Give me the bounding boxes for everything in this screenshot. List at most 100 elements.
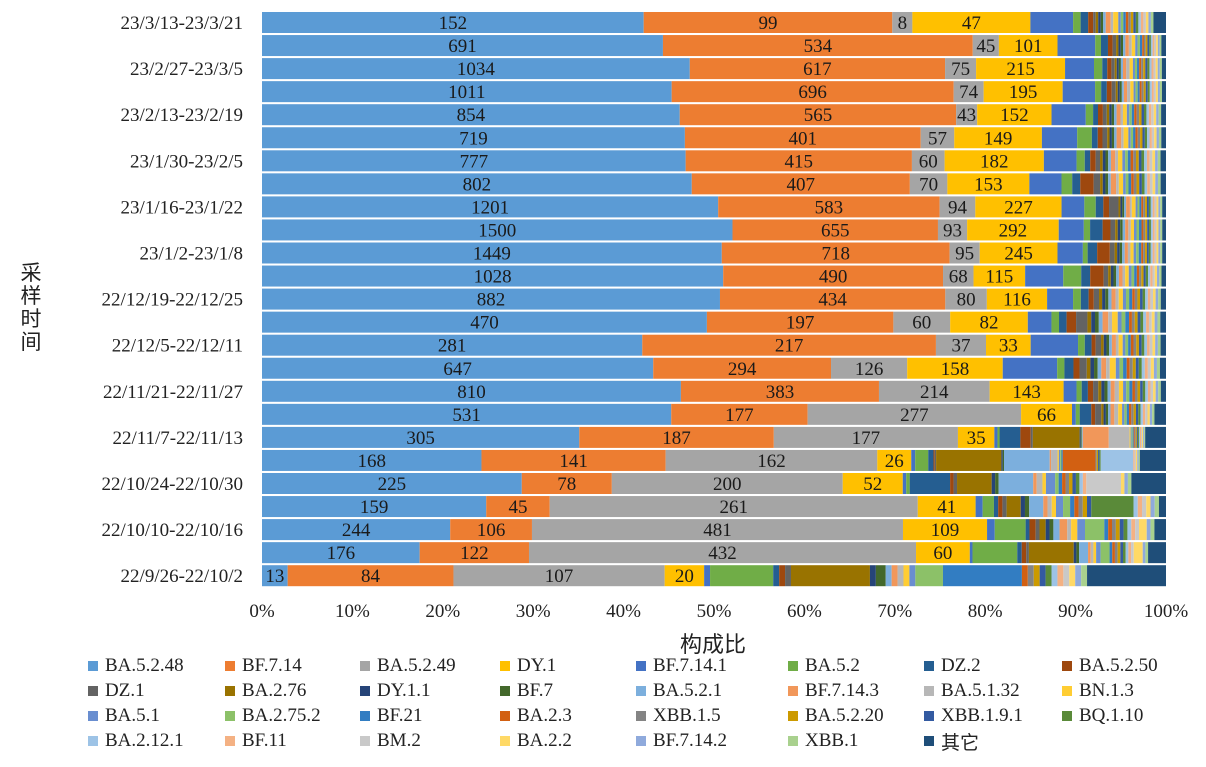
bar-segment bbox=[1113, 265, 1117, 287]
bar-segment bbox=[1080, 173, 1094, 195]
bar-segment bbox=[1033, 473, 1037, 494]
bar-segment bbox=[979, 242, 1058, 264]
bar-segment bbox=[1091, 334, 1096, 356]
data-label: 718 bbox=[821, 244, 850, 265]
bar-segment bbox=[1160, 219, 1163, 241]
legend-label: DZ.1 bbox=[105, 680, 145, 701]
data-label: 1201 bbox=[471, 197, 509, 218]
bar-segment bbox=[1142, 127, 1145, 149]
legend-item: BA.5.2 bbox=[788, 655, 860, 677]
bar-segment bbox=[1155, 150, 1158, 172]
bar-segment bbox=[262, 426, 580, 448]
bar-segment bbox=[1117, 219, 1121, 241]
bar-segment bbox=[1039, 519, 1046, 541]
data-label: 434 bbox=[818, 290, 847, 311]
bar-segment bbox=[1045, 473, 1056, 494]
bar-segment bbox=[1122, 104, 1127, 126]
bar-segment bbox=[976, 58, 1066, 80]
bar-segment bbox=[1138, 150, 1142, 172]
bar-segment bbox=[1147, 380, 1151, 402]
bar-segment bbox=[1146, 496, 1151, 518]
bar-segment bbox=[1149, 35, 1151, 57]
legend-label: DZ.2 bbox=[941, 655, 981, 676]
data-label: 37 bbox=[951, 336, 970, 357]
bar-segment bbox=[1158, 196, 1161, 218]
bar-segment bbox=[721, 242, 950, 264]
bar-segment bbox=[1145, 380, 1148, 402]
bar-segment bbox=[1149, 81, 1152, 103]
data-label: 655 bbox=[821, 220, 850, 241]
x-tick-label: 40% bbox=[606, 601, 641, 622]
bar-segment bbox=[486, 496, 550, 518]
bar-segment bbox=[991, 473, 996, 494]
legend-swatch bbox=[788, 661, 798, 671]
legend-swatch bbox=[636, 736, 646, 746]
bar-segment bbox=[1117, 542, 1121, 564]
bar-segment bbox=[831, 357, 908, 379]
bar-segment bbox=[1134, 265, 1137, 287]
bar-segment bbox=[1161, 265, 1166, 287]
bar-segment bbox=[1115, 288, 1119, 310]
bar-segment bbox=[1138, 334, 1142, 356]
y-tick-label: 23/1/16-23/1/22 bbox=[121, 197, 243, 218]
bar-segment bbox=[1128, 127, 1131, 149]
bar-segment bbox=[954, 127, 1042, 149]
bar-segment bbox=[1150, 519, 1155, 541]
bar-segment bbox=[1152, 219, 1155, 241]
bar-segment bbox=[1145, 288, 1148, 310]
bar-segment bbox=[1065, 473, 1070, 494]
bar-segment bbox=[993, 496, 999, 518]
bar-segment bbox=[1139, 104, 1142, 126]
bar-segment bbox=[1124, 403, 1127, 425]
bar-segment bbox=[906, 473, 910, 494]
bar-segment bbox=[1143, 311, 1147, 333]
bar-segment bbox=[1058, 219, 1084, 241]
bar-segment bbox=[945, 288, 987, 310]
bar-segment bbox=[1071, 403, 1076, 425]
bar-segment bbox=[920, 127, 955, 149]
bar-segment bbox=[1002, 496, 1007, 518]
bar-segment bbox=[262, 265, 724, 287]
bar-segment bbox=[710, 565, 774, 587]
bar-segment bbox=[1141, 219, 1144, 241]
bar-segment bbox=[1057, 565, 1064, 587]
data-label: 162 bbox=[757, 451, 786, 472]
bar-segment bbox=[262, 542, 420, 564]
bar-segment bbox=[1112, 542, 1115, 564]
bar-segment bbox=[911, 449, 916, 471]
bar-segment bbox=[1129, 58, 1133, 80]
bar-segment bbox=[1158, 127, 1162, 149]
bar-segment bbox=[1159, 58, 1162, 80]
bar-segment bbox=[262, 403, 672, 425]
legend-label: BA.2.76 bbox=[242, 680, 307, 701]
data-label: 52 bbox=[863, 474, 882, 495]
bar-segment bbox=[1059, 311, 1067, 333]
bar-segment bbox=[967, 219, 1059, 241]
bar-segment bbox=[1133, 150, 1137, 172]
bar-segment bbox=[1145, 265, 1149, 287]
bar-segment bbox=[1147, 357, 1151, 379]
bar-segment bbox=[1145, 12, 1149, 33]
bar-segment bbox=[1132, 58, 1135, 80]
x-tick-label: 0% bbox=[249, 601, 275, 622]
data-label: 95 bbox=[955, 244, 974, 265]
bar-segment bbox=[1076, 150, 1085, 172]
bar-segment bbox=[1130, 219, 1135, 241]
legend-swatch bbox=[360, 736, 370, 746]
bar-segment bbox=[1062, 449, 1096, 471]
data-label: 176 bbox=[327, 543, 356, 564]
bar-segment bbox=[1063, 496, 1071, 518]
bar-segment bbox=[1154, 496, 1159, 518]
data-label: 383 bbox=[766, 382, 795, 403]
legend-swatch bbox=[1062, 661, 1072, 671]
bar-segment bbox=[1027, 311, 1052, 333]
bar-segment bbox=[999, 426, 1021, 448]
bar-segment bbox=[1128, 219, 1131, 241]
data-label: 99 bbox=[758, 13, 777, 34]
data-label: 1034 bbox=[457, 59, 496, 80]
bar-segment bbox=[1149, 150, 1153, 172]
data-label: 60 bbox=[912, 313, 931, 334]
bar-segment bbox=[1100, 12, 1104, 33]
bar-segment bbox=[1122, 242, 1125, 264]
data-label: 197 bbox=[786, 313, 815, 334]
